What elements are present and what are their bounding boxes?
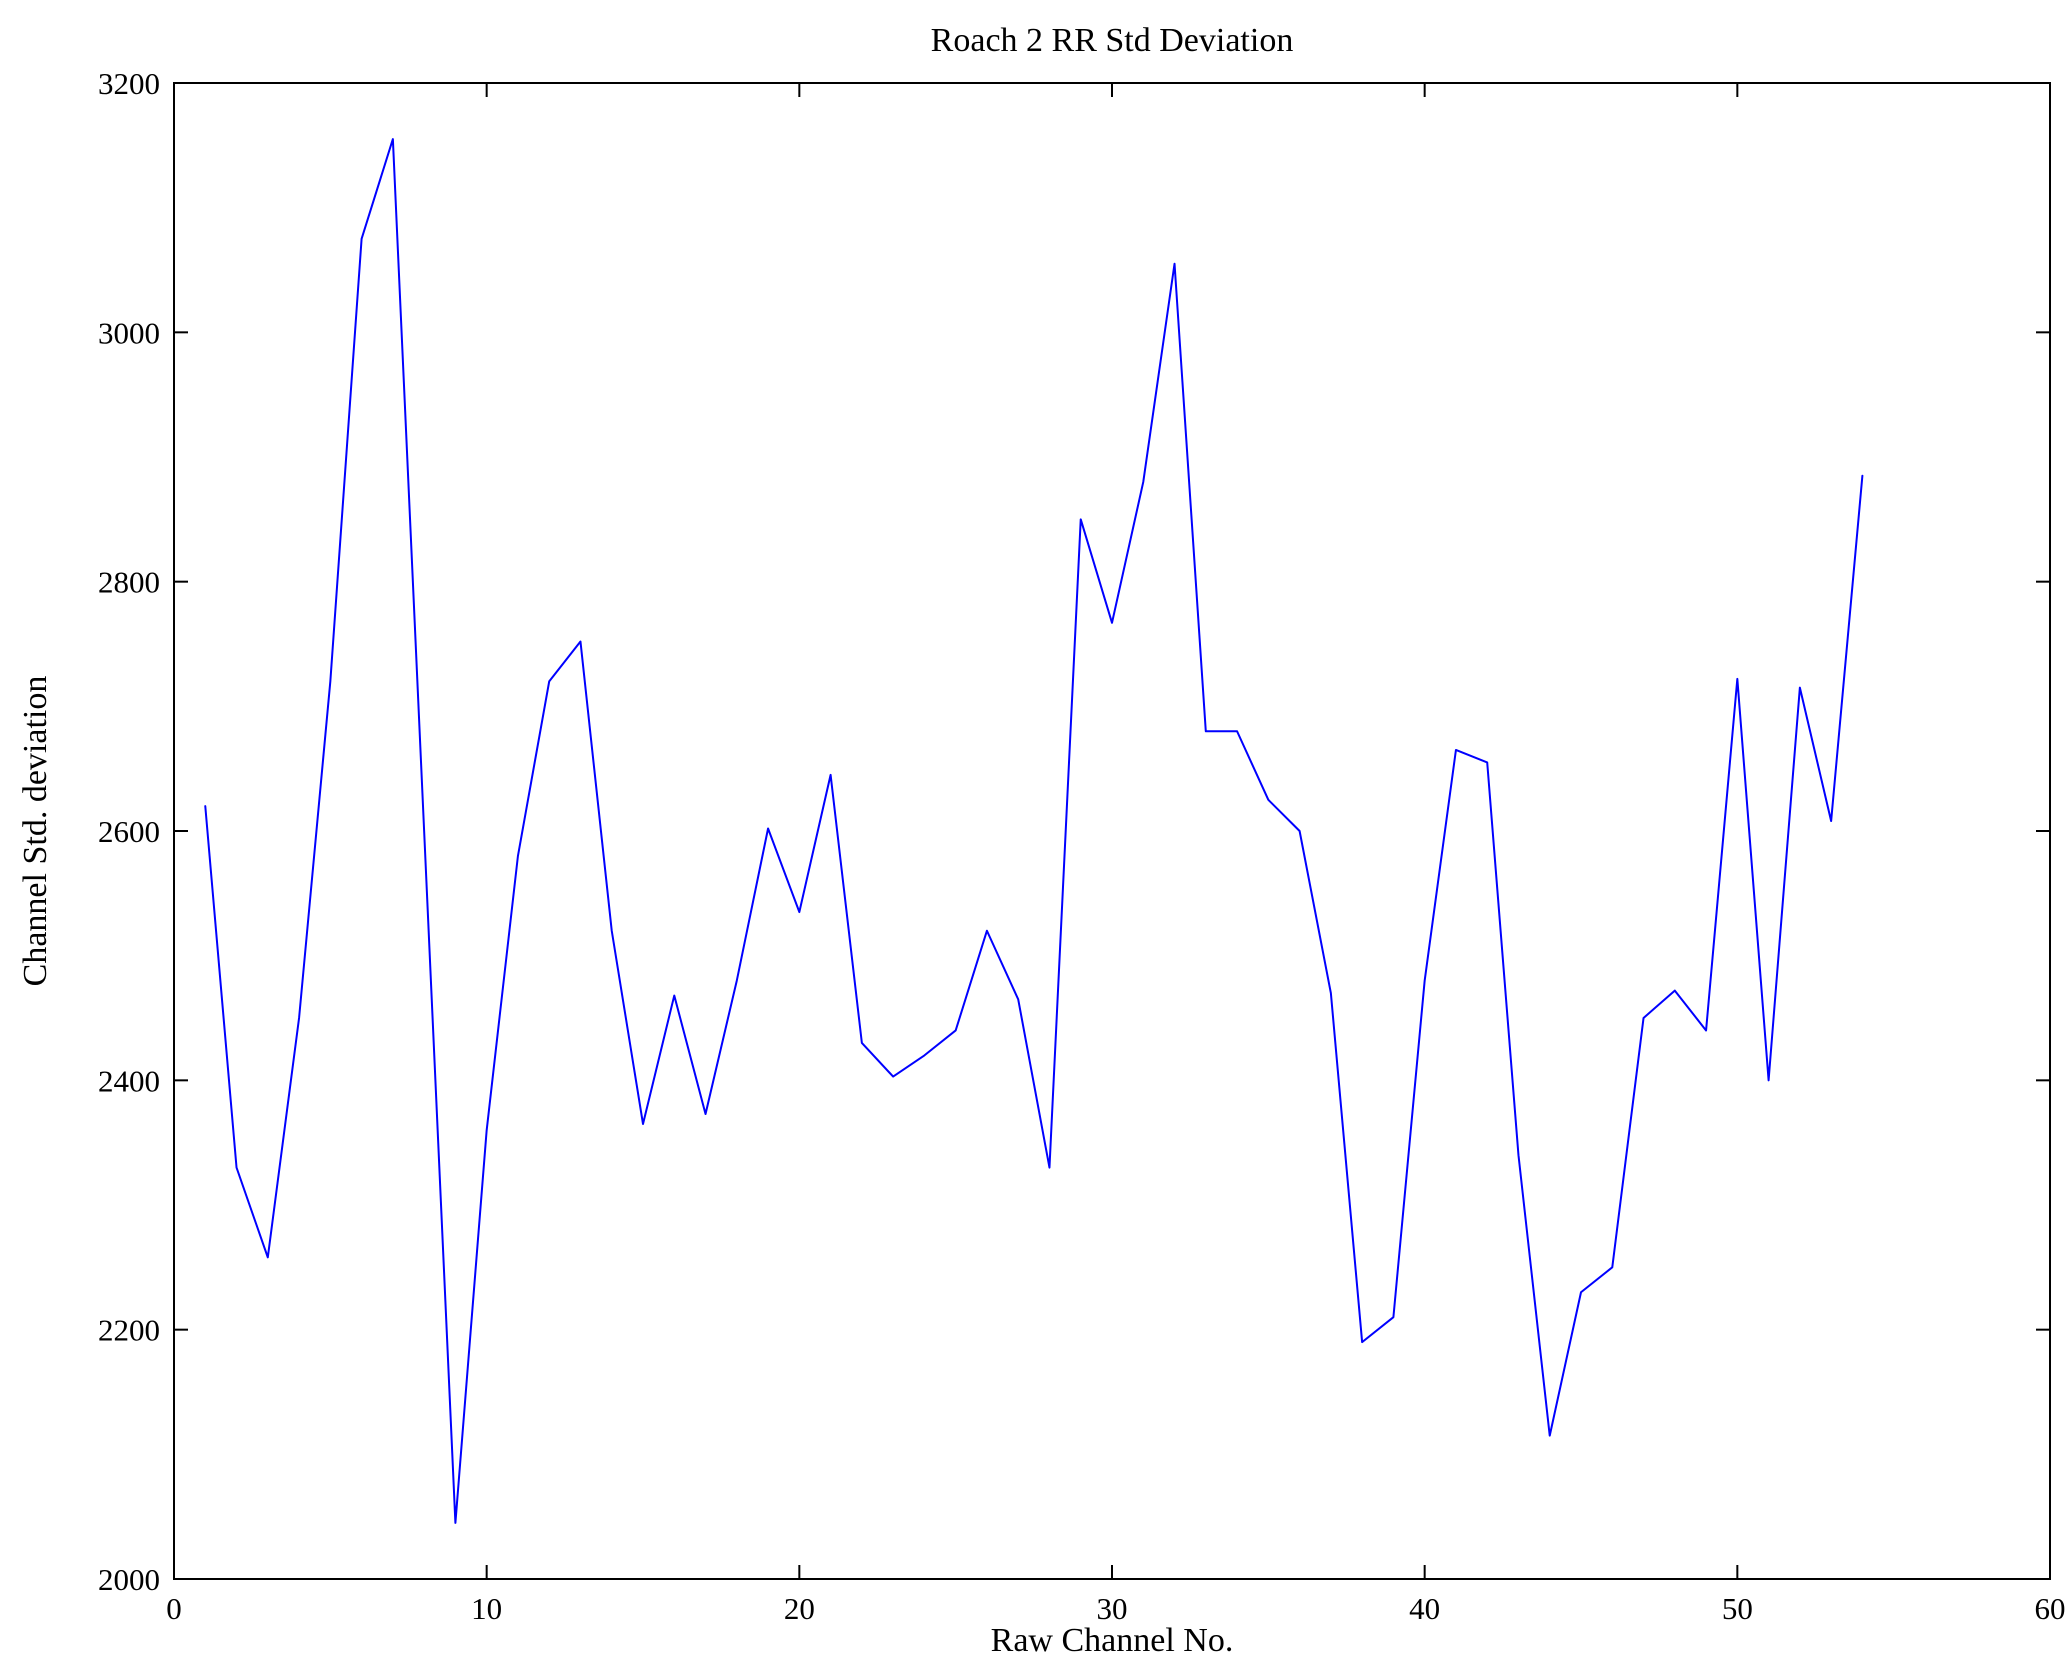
axes-box [173,82,2051,1580]
data-line [204,138,1864,1524]
y-tick-label: 3000 [98,315,160,350]
x-axis-label: Raw Channel No. [990,1622,1234,1659]
x-tick-label: 0 [166,1591,182,1626]
y-tick-label: 2800 [98,565,160,600]
y-tick-label: 2000 [98,1562,160,1597]
y-tick-label: 2400 [98,1063,160,1098]
x-tick-label: 30 [1097,1591,1128,1626]
x-tick-label: 50 [1722,1591,1753,1626]
x-tick-label: 60 [2035,1591,2066,1626]
y-tick-label: 3200 [98,66,160,101]
x-tick-label: 10 [471,1591,502,1626]
x-tick-label: 20 [784,1591,815,1626]
y-tick-label: 2600 [98,814,160,849]
y-tick-label: 2200 [98,1313,160,1348]
chart-title: Roach 2 RR Std Deviation [930,22,1294,59]
x-tick-label: 40 [1409,1591,1440,1626]
